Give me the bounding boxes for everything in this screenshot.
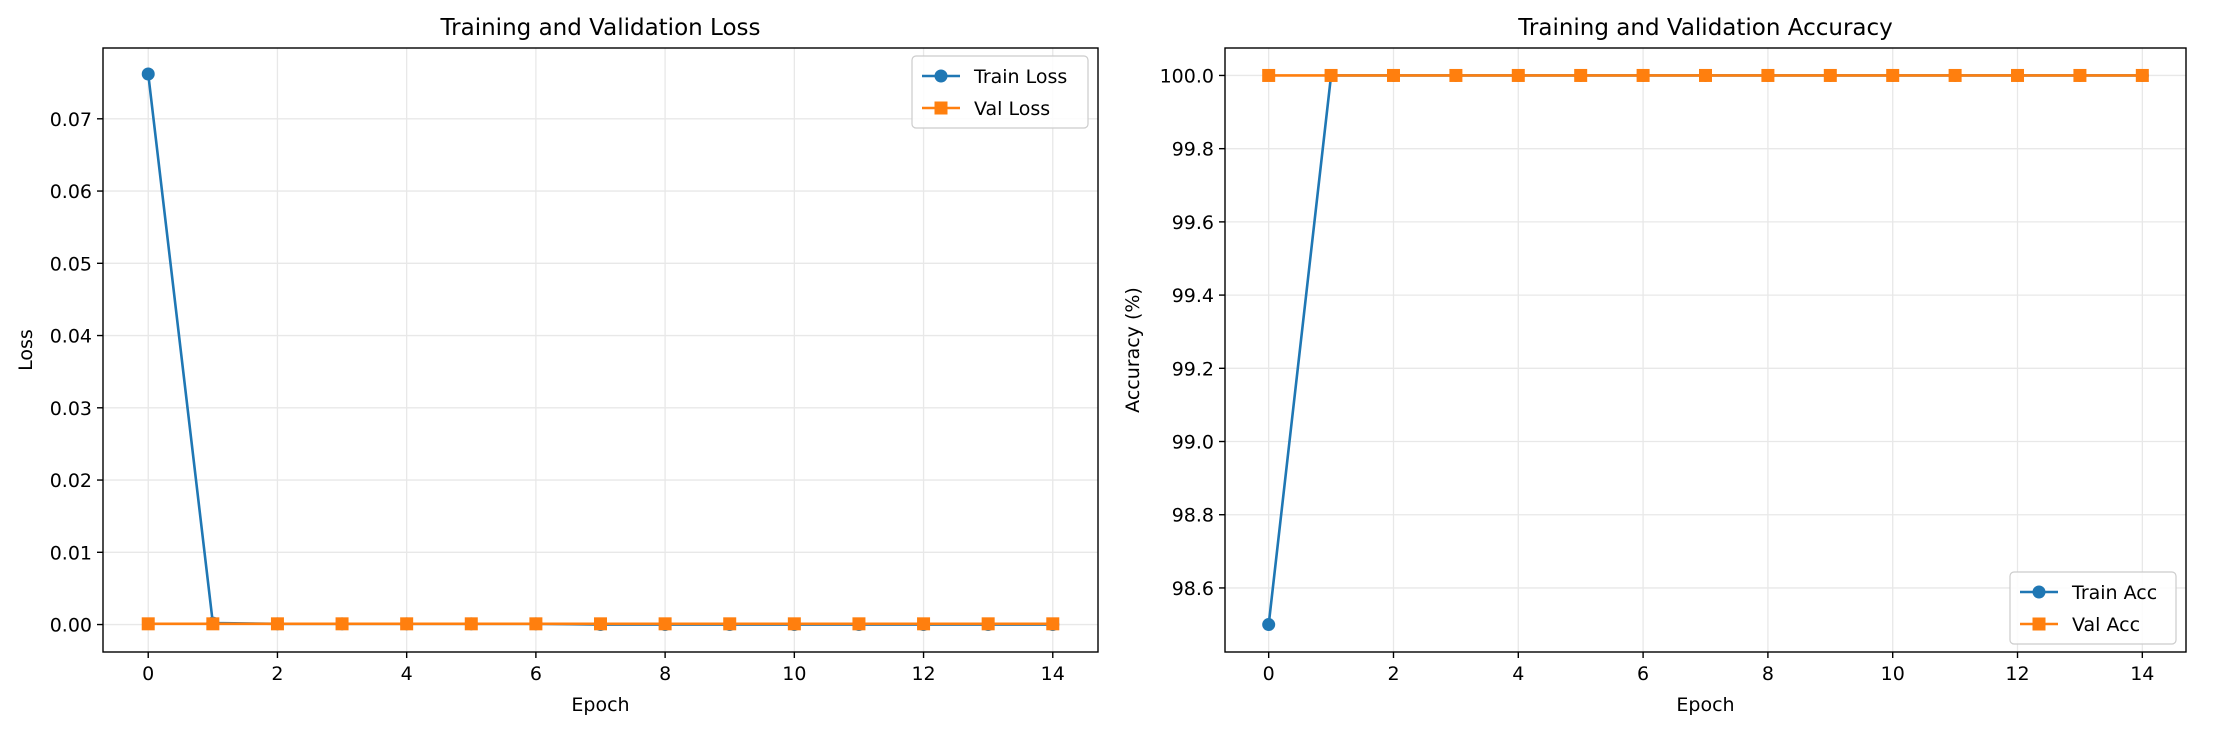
chart1-val-acc-point — [1761, 68, 1775, 82]
chart0-legend-box — [911, 55, 1089, 129]
chart1-val-acc-point — [1324, 68, 1338, 82]
chart1-legend-box — [2009, 571, 2177, 645]
chart0-val-loss-point — [464, 617, 478, 631]
chart1-x-tick-label: 6 — [1637, 663, 1649, 685]
chart0-train-loss-line — [146, 73, 1053, 626]
chart0-val-loss-point — [270, 617, 284, 631]
accuracy-chart-panel: 0 2 4 6 8 10 12 14 98.6 98.8 99.0 99.2 99.4 99.6 99.8 1… — [1122, 15, 2187, 716]
chart0-y-tick-label: 0.02 — [50, 470, 92, 492]
chart1-y-tick-label: 99.6 — [1172, 212, 1214, 234]
chart0-val-loss-point — [917, 617, 931, 631]
chart1-val-acc-point — [1262, 68, 1276, 82]
chart1-y-tick-label: 99.4 — [1172, 285, 1214, 307]
chart0-y-tick-label: 0.06 — [50, 181, 92, 203]
chart1-train-acc-legend-label: Train Acc — [2071, 582, 2157, 604]
loss-chart-panel: 0 2 4 6 8 10 12 14 0.00 0.01 0.02 0.03 0.04 0.05 0.06 0… — [15, 15, 1099, 716]
chart1-y-tick-label: 99.0 — [1172, 432, 1214, 454]
chart0-x-axis-label: Epoch — [571, 694, 629, 716]
chart0-val-loss-legend-marker — [934, 101, 948, 115]
chart1-y-tick-label: 98.8 — [1172, 505, 1214, 527]
chart1-val-acc-point — [2011, 68, 2025, 82]
chart0-val-loss-point — [206, 617, 220, 631]
chart0-val-loss-point — [141, 617, 155, 631]
chart0-y-tick-label: 0.03 — [50, 398, 92, 420]
chart1-x-tick-label: 12 — [2005, 663, 2029, 685]
chart0-legend: Train Loss Val Loss — [911, 55, 1089, 129]
chart0-x-tick-label: 2 — [271, 663, 283, 685]
chart0-axes-frame — [102, 47, 1099, 653]
chart0-val-loss-point — [1046, 617, 1060, 631]
chart0-y-tick-label: 0.01 — [50, 542, 92, 564]
chart1-y-tick-label: 99.8 — [1172, 139, 1214, 161]
chart0-train-loss-legend-label: Train Loss — [973, 66, 1067, 88]
chart0-y-tick-label: 0.00 — [50, 615, 92, 637]
chart0-val-loss-point — [658, 617, 672, 631]
chart1-x-tick-label: 14 — [2130, 663, 2154, 685]
chart0-val-loss-point — [852, 617, 866, 631]
chart1-y-tick-label: 99.2 — [1172, 358, 1214, 380]
chart1-val-acc-point — [1449, 68, 1463, 82]
chart0-x-tick-label: 8 — [659, 663, 671, 685]
chart1-train-acc-point — [1262, 618, 1276, 632]
chart1-val-acc-point — [2073, 68, 2087, 82]
chart0-x-tick-label: 0 — [142, 663, 154, 685]
chart1-train-acc-legend-marker — [2032, 585, 2046, 599]
chart0-train-loss-point — [141, 67, 155, 81]
chart0-val-loss-point — [723, 617, 737, 631]
chart1-val-acc-point — [1699, 68, 1712, 82]
chart1-y-tick-label: 100.0 — [1160, 65, 1214, 87]
chart1-x-tick-label: 10 — [1881, 663, 1905, 685]
chart0-y-tick-label: 0.04 — [50, 326, 92, 348]
chart0-val-loss-point — [594, 617, 607, 631]
chart0-val-loss-point — [787, 617, 801, 631]
chart0-x-tick-label: 14 — [1041, 663, 1065, 685]
chart1-train-acc-line — [1267, 74, 2143, 625]
chart0-val-loss-point — [981, 617, 995, 631]
chart0-val-loss-point — [529, 617, 543, 631]
chart0-x-tick-label: 12 — [911, 663, 935, 685]
chart1-val-acc-point — [1886, 68, 1900, 82]
chart1-x-tick-label: 0 — [1263, 663, 1275, 685]
chart1-val-acc-point — [2135, 68, 2149, 82]
chart0-title: Training and Validation Loss — [440, 15, 761, 41]
chart0-y-axis-label: Loss — [15, 329, 37, 371]
chart1-val-acc-point — [1823, 68, 1837, 82]
chart0-val-loss-point — [400, 617, 414, 631]
chart0-train-loss-legend-marker — [934, 69, 948, 83]
chart0-val-loss-legend-label: Val Loss — [974, 98, 1050, 120]
chart0-x-tick-label: 10 — [782, 663, 806, 685]
chart0-y-tick-label: 0.07 — [50, 109, 92, 131]
chart1-val-acc-point — [1636, 68, 1650, 82]
chart1-x-tick-label: 2 — [1387, 663, 1399, 685]
chart1-y-axis-label: Accuracy (%) — [1122, 287, 1144, 413]
chart1-x-tick-label: 4 — [1512, 663, 1524, 685]
chart1-val-acc-legend-marker — [2032, 617, 2046, 631]
chart1-val-acc-point — [1574, 68, 1588, 82]
chart0-val-loss-point — [335, 617, 349, 631]
chart1-legend: Train Acc Val Acc — [2009, 571, 2177, 645]
chart1-axes-frame — [1224, 47, 2187, 653]
chart1-y-tick-label: 98.6 — [1172, 578, 1214, 600]
chart1-val-acc-point — [1386, 68, 1400, 82]
chart0-x-tick-label: 4 — [401, 663, 413, 685]
chart0-y-tick-label: 0.05 — [50, 253, 92, 275]
chart1-val-acc-point — [1948, 68, 1962, 82]
chart0-x-tick-label: 6 — [530, 663, 542, 685]
chart1-val-acc-point — [1511, 68, 1525, 82]
chart1-val-acc-legend-label: Val Acc — [2072, 614, 2140, 636]
chart1-x-axis-label: Epoch — [1676, 694, 1734, 716]
chart1-x-tick-label: 8 — [1762, 663, 1774, 685]
chart1-title: Training and Validation Accuracy — [1517, 15, 1893, 41]
